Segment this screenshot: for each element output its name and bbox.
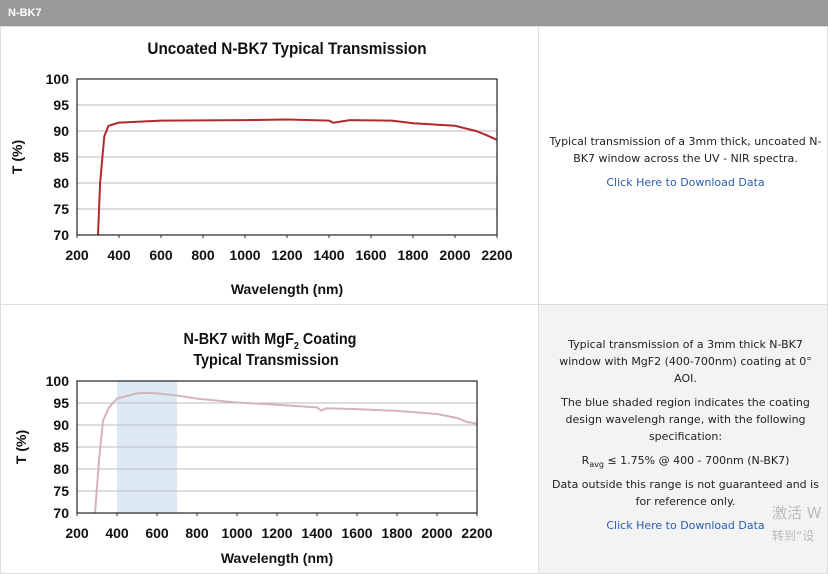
data-line: [94, 391, 477, 513]
x-tick-label: 1000: [221, 525, 252, 541]
x-tick-label: 1400: [313, 247, 344, 263]
y-tick-label: 90: [53, 417, 69, 433]
plot: [94, 391, 477, 513]
download-link[interactable]: Click Here to Download Data: [606, 519, 765, 532]
x-tick-label: 1600: [355, 247, 386, 263]
x-tick-label: 1000: [229, 247, 260, 263]
x-tick-label: 1200: [271, 247, 302, 263]
spec-text: ≤ 1.75% @ 400 - 700nm (N-BK7): [603, 454, 790, 467]
x-tick-label: 2200: [461, 525, 492, 541]
y-tick-label: 75: [53, 201, 69, 217]
y-tick-label: 90: [53, 123, 69, 139]
title-part: Coating: [299, 330, 357, 348]
x-tick-label: 200: [65, 525, 89, 541]
y-tick-label: 75: [53, 483, 69, 499]
x-tick-label: 1800: [397, 247, 428, 263]
chart-title: Uncoated N-BK7 Typical Transmission: [147, 39, 426, 58]
disclaimer: Data outside this range is not guarantee…: [552, 478, 819, 508]
y-tick-label: 85: [53, 439, 69, 455]
chart-subtitle: Typical Transmission: [193, 351, 338, 369]
x-tick-label: 2000: [439, 247, 470, 263]
x-tick-label: 2000: [421, 525, 452, 541]
download-link[interactable]: Click Here to Download Data: [606, 176, 765, 189]
spec-symbol: R: [581, 454, 590, 467]
x-tick-label: 2200: [481, 247, 512, 263]
y-tick-label: 100: [46, 71, 70, 87]
x-tick-label: 800: [185, 525, 209, 541]
plot: [97, 118, 497, 235]
watermark: 激活 W: [772, 504, 822, 522]
y-tick-label: 95: [53, 395, 69, 411]
x-tick-label: 400: [107, 247, 131, 263]
y-tick-label: 80: [53, 461, 69, 477]
y-tick-label: 85: [53, 149, 69, 165]
title-subscript: 2: [294, 341, 299, 353]
x-axis-label: Wavelength (nm): [231, 281, 343, 297]
y-tick-label: 70: [53, 505, 69, 521]
x-tick-label: 1600: [341, 525, 372, 541]
spec: Ravg ≤ 1.75% @ 400 - 700nm (N-BK7): [548, 452, 823, 473]
plot-frame: [76, 78, 498, 236]
y-axis-label: T (%): [9, 140, 25, 174]
header: N-BK7: [0, 0, 828, 26]
y-tick-label: 80: [53, 175, 69, 191]
x-tick-label: 1400: [301, 525, 332, 541]
description: Typical transmission of a 3mm thick, unc…: [549, 135, 822, 165]
y-tick-label: 100: [46, 373, 70, 389]
charts: Uncoated N-BK7 Typical Transmission N-BK…: [9, 39, 513, 566]
plot-frame: [76, 380, 478, 514]
watermark: 转到“设: [772, 529, 815, 543]
description: Typical transmission of a 3mm thick N-BK…: [559, 338, 812, 385]
x-tick-label: 200: [65, 247, 89, 263]
x-tick-label: 800: [191, 247, 215, 263]
spec-subscript: avg: [589, 460, 604, 470]
x-tick-label: 600: [145, 525, 169, 541]
y-tick-label: 95: [53, 97, 69, 113]
x-tick-label: 600: [149, 247, 173, 263]
note: The blue shaded region indicates the coa…: [561, 396, 810, 443]
y-tick-label: 70: [53, 227, 69, 243]
x-tick-label: 400: [105, 525, 129, 541]
title-part: N-BK7 with MgF: [184, 330, 294, 348]
data-line: [97, 118, 497, 235]
x-tick-label: 1200: [261, 525, 292, 541]
x-axis-label: Wavelength (nm): [221, 550, 333, 566]
x-tick-label: 1800: [381, 525, 412, 541]
y-axis-label: T (%): [13, 430, 29, 464]
chart-title: N-BK7 with MgF2 Coating: [184, 330, 357, 352]
